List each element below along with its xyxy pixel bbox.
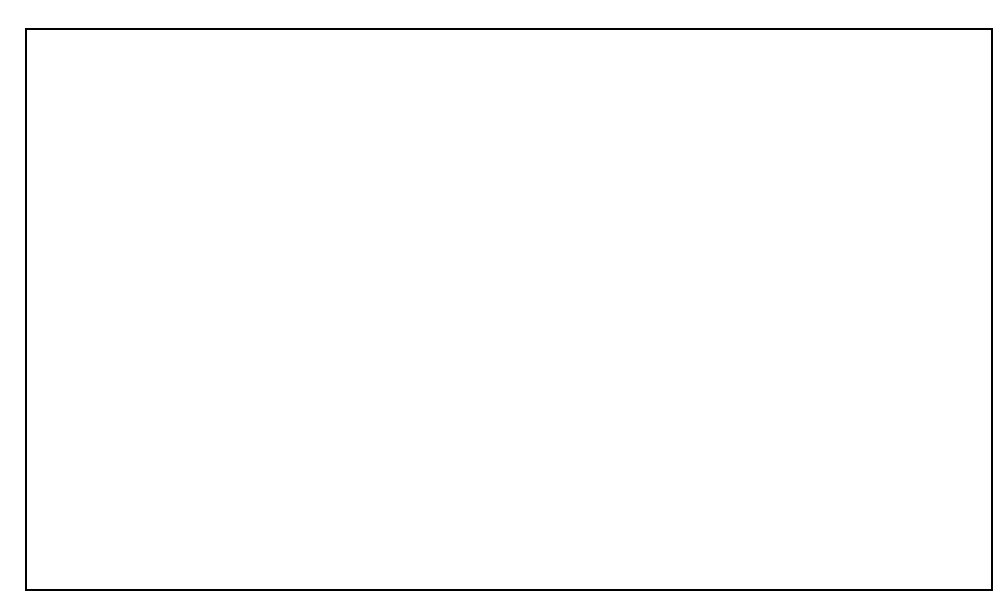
chart-outer-border	[25, 28, 993, 591]
chart-title	[25, 28, 993, 48]
y-axis-title	[35, 263, 53, 363]
